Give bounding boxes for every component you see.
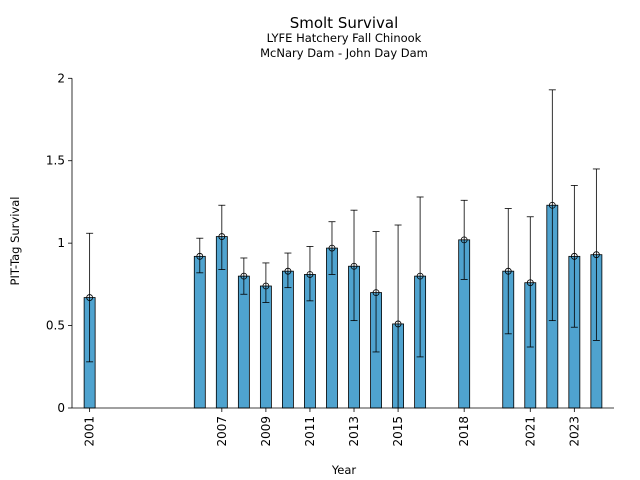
bar-2006	[193, 255, 206, 409]
point-2021	[526, 279, 534, 287]
point-2010	[284, 267, 292, 275]
x-tick-label: 2015	[391, 416, 405, 447]
point-2024	[592, 251, 600, 259]
y-tick-label: 1.5	[46, 154, 65, 168]
chart-title: Smolt Survival	[290, 14, 399, 32]
point-2023	[570, 252, 578, 260]
x-tick-label: 2009	[259, 416, 273, 447]
bar-2010	[282, 270, 294, 409]
point-2016	[416, 272, 424, 280]
x-tick-label: 2018	[457, 416, 471, 447]
point-2014	[372, 289, 380, 297]
point-2018	[460, 236, 468, 244]
x-tick-label: 2021	[523, 416, 537, 447]
x-axis-label: Year	[331, 463, 357, 477]
x-axis: 2001 2007 2009 2011 2013 2015 2018 2021 2023	[72, 407, 614, 447]
point-2011	[306, 271, 314, 278]
x-tick-label: 2023	[567, 416, 581, 447]
point-2006	[196, 252, 204, 260]
x-tick-label: 2011	[303, 416, 317, 447]
point-2008	[240, 272, 248, 280]
x-tick-label: 2007	[215, 416, 229, 447]
y-tick-label: 0.5	[46, 319, 65, 333]
bar-2008	[237, 275, 250, 409]
point-2009	[262, 282, 270, 290]
point-2001	[86, 294, 94, 301]
point-2020	[504, 267, 512, 275]
point-2015	[394, 320, 402, 328]
x-tick-label: 2001	[83, 416, 97, 447]
y-tick-label: 0	[57, 401, 65, 415]
y-tick-label: 2	[57, 71, 65, 85]
x-tick-label: 2013	[347, 416, 361, 447]
point-2012	[328, 244, 336, 252]
chart-subtitle-1: LYFE Hatchery Fall Chinook	[267, 31, 422, 45]
plot-area	[83, 89, 603, 409]
point-2007	[218, 233, 226, 240]
bar-2009	[259, 285, 272, 409]
y-tick-label: 1	[57, 236, 65, 250]
y-axis: 0 0.5 1 1.5 2	[46, 71, 73, 415]
y-axis-label: PIT-Tag Survival	[8, 197, 22, 286]
point-2022	[548, 201, 556, 209]
chart-subtitle-2: McNary Dam - John Day Dam	[260, 46, 428, 60]
point-2013	[350, 262, 358, 270]
